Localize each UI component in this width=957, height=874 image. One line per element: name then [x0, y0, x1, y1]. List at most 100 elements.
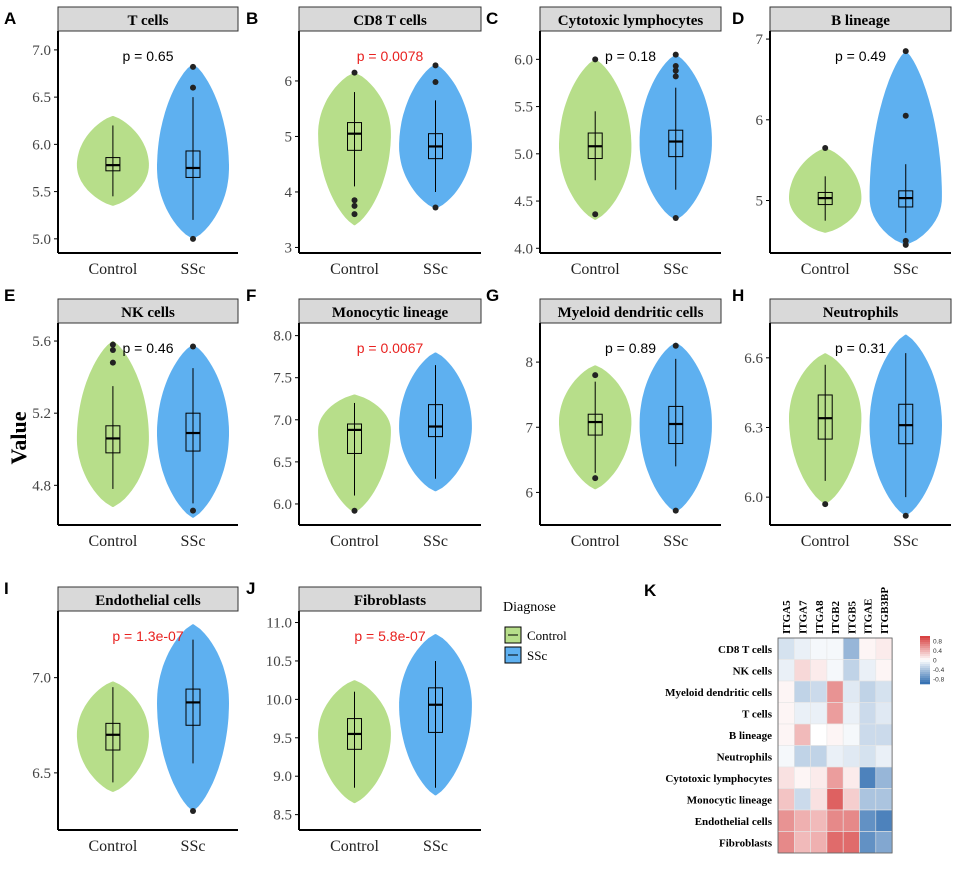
heatmap-cell [777, 809, 795, 832]
heatmap-cell [777, 723, 795, 746]
series-control [318, 680, 391, 804]
outlier-point [672, 73, 679, 80]
y-tick-label: 9.0 [273, 769, 292, 785]
heatmap-cell [875, 831, 893, 854]
panel-title: Myeloid dendritic cells [558, 305, 704, 321]
heatmap-cell [875, 788, 893, 811]
heatmap-row-label: CD8 T cells [718, 644, 773, 656]
outlier-point [432, 62, 439, 69]
heatmap-cell [793, 637, 811, 660]
heatmap-row-label: Myeloid dendritic cells [665, 687, 773, 699]
heatmap-cell [826, 809, 844, 832]
heatmap-cell [777, 680, 795, 703]
colorbar-segment [920, 676, 930, 679]
outlier-point [672, 215, 679, 222]
heatmap-cell [875, 809, 893, 832]
colorbar-segment [920, 652, 930, 655]
y-tick-label: 8.0 [273, 329, 292, 345]
y-tick-label: 5.5 [514, 100, 533, 116]
panel-g: G Myeloid dendritic cells 6 7 8 Control SSc p =… [486, 286, 722, 550]
y-tick-label: 6.6 [744, 351, 763, 367]
p-value: p = 0.18 [605, 48, 656, 64]
y-tick-label: 11.0 [266, 616, 292, 632]
heatmap-cell [859, 702, 877, 725]
heatmap-cell [793, 680, 811, 703]
heatmap-column-label: ITGB3BP [879, 587, 891, 634]
p-value: p = 0.0067 [357, 340, 424, 356]
heatmap-cell [810, 788, 828, 811]
heatmap-cell [875, 637, 893, 660]
y-tick-label: 5.0 [514, 147, 533, 163]
box [347, 423, 363, 454]
panel-f: F Monocytic lineage 6.0 6.5 7.0 7.5 8.0 Control… [246, 286, 482, 550]
y-tick-label: 5 [756, 194, 764, 210]
panel-letter: F [246, 286, 256, 305]
colorbar-label: -0.8 [933, 677, 945, 684]
series-ssc [869, 48, 942, 248]
x-tick-label: SSc [181, 261, 206, 278]
outlier-point [902, 48, 909, 55]
box [347, 122, 363, 151]
legend-label-ssc: SSc [527, 648, 547, 663]
outlier-point [672, 507, 679, 514]
outlier-point [672, 342, 679, 349]
outlier-point [672, 51, 679, 58]
box [428, 687, 443, 733]
series-control [789, 145, 862, 233]
panel-letter: G [486, 286, 499, 305]
y-tick-label: 6 [756, 113, 764, 129]
panel-title: CD8 T cells [353, 13, 427, 29]
heatmap-cell [842, 680, 860, 703]
legend-title: Diagnose [503, 600, 556, 615]
series-ssc [157, 624, 229, 814]
panel-b: B CD8 T cells 3 4 5 6 Control SSc p = 0.0078 [246, 6, 482, 278]
colorbar-segment [920, 654, 930, 657]
y-axis-title: Value [6, 411, 31, 464]
heatmap-cell [842, 637, 860, 660]
panel-letter: A [4, 9, 16, 28]
heatmap-cell [777, 788, 795, 811]
x-tick-label: SSc [423, 533, 448, 550]
heatmap-cell [793, 702, 811, 725]
y-tick-label: 7 [756, 32, 764, 48]
colorbar-segment [920, 656, 930, 659]
outlier-point [592, 475, 599, 482]
box [428, 404, 443, 438]
y-tick-label: 6 [285, 74, 293, 90]
heatmap-cell [875, 659, 893, 682]
series-ssc [399, 634, 472, 796]
legend-label-control: Control [527, 628, 567, 643]
series-control [559, 365, 632, 490]
heatmap-cell [810, 809, 828, 832]
panel-title-strip [769, 298, 952, 324]
outlier-point [902, 112, 909, 119]
heatmap-cell [826, 766, 844, 789]
heatmap-cell [842, 831, 860, 854]
x-tick-label: Control [88, 261, 137, 278]
outlier-point [351, 211, 358, 218]
p-value: p = 0.89 [605, 340, 656, 356]
outlier-point [351, 507, 358, 514]
heatmap-cell [793, 659, 811, 682]
colorbar-segment [920, 668, 930, 671]
series-control [76, 681, 149, 792]
series-ssc [157, 343, 229, 518]
heatmap-cell [859, 809, 877, 832]
colorbar-segment [920, 640, 930, 643]
heatmap-cell [810, 766, 828, 789]
y-tick-label: 9.5 [273, 731, 292, 747]
violin-panels: A T cells 5.0 5.5 6.0 6.5 7.0 Control SSc p = 0.6… [4, 6, 952, 855]
p-value: p = 0.0078 [357, 48, 424, 64]
colorbar-segment [920, 682, 930, 685]
box [817, 394, 833, 440]
x-tick-label: SSc [181, 533, 206, 550]
outlier-point [190, 84, 196, 91]
colorbar-segment [920, 678, 930, 681]
panel-c: C Cytotoxic lymphocytes 4.0 4.5 5.0 5.5 6.0 Con… [486, 6, 722, 278]
x-tick-label: Control [801, 533, 850, 550]
x-tick-label: Control [88, 533, 137, 550]
heatmap-cell [859, 745, 877, 768]
p-value: p = 0.49 [835, 48, 886, 64]
colorbar-segment [920, 646, 930, 649]
x-tick-label: Control [571, 261, 620, 278]
